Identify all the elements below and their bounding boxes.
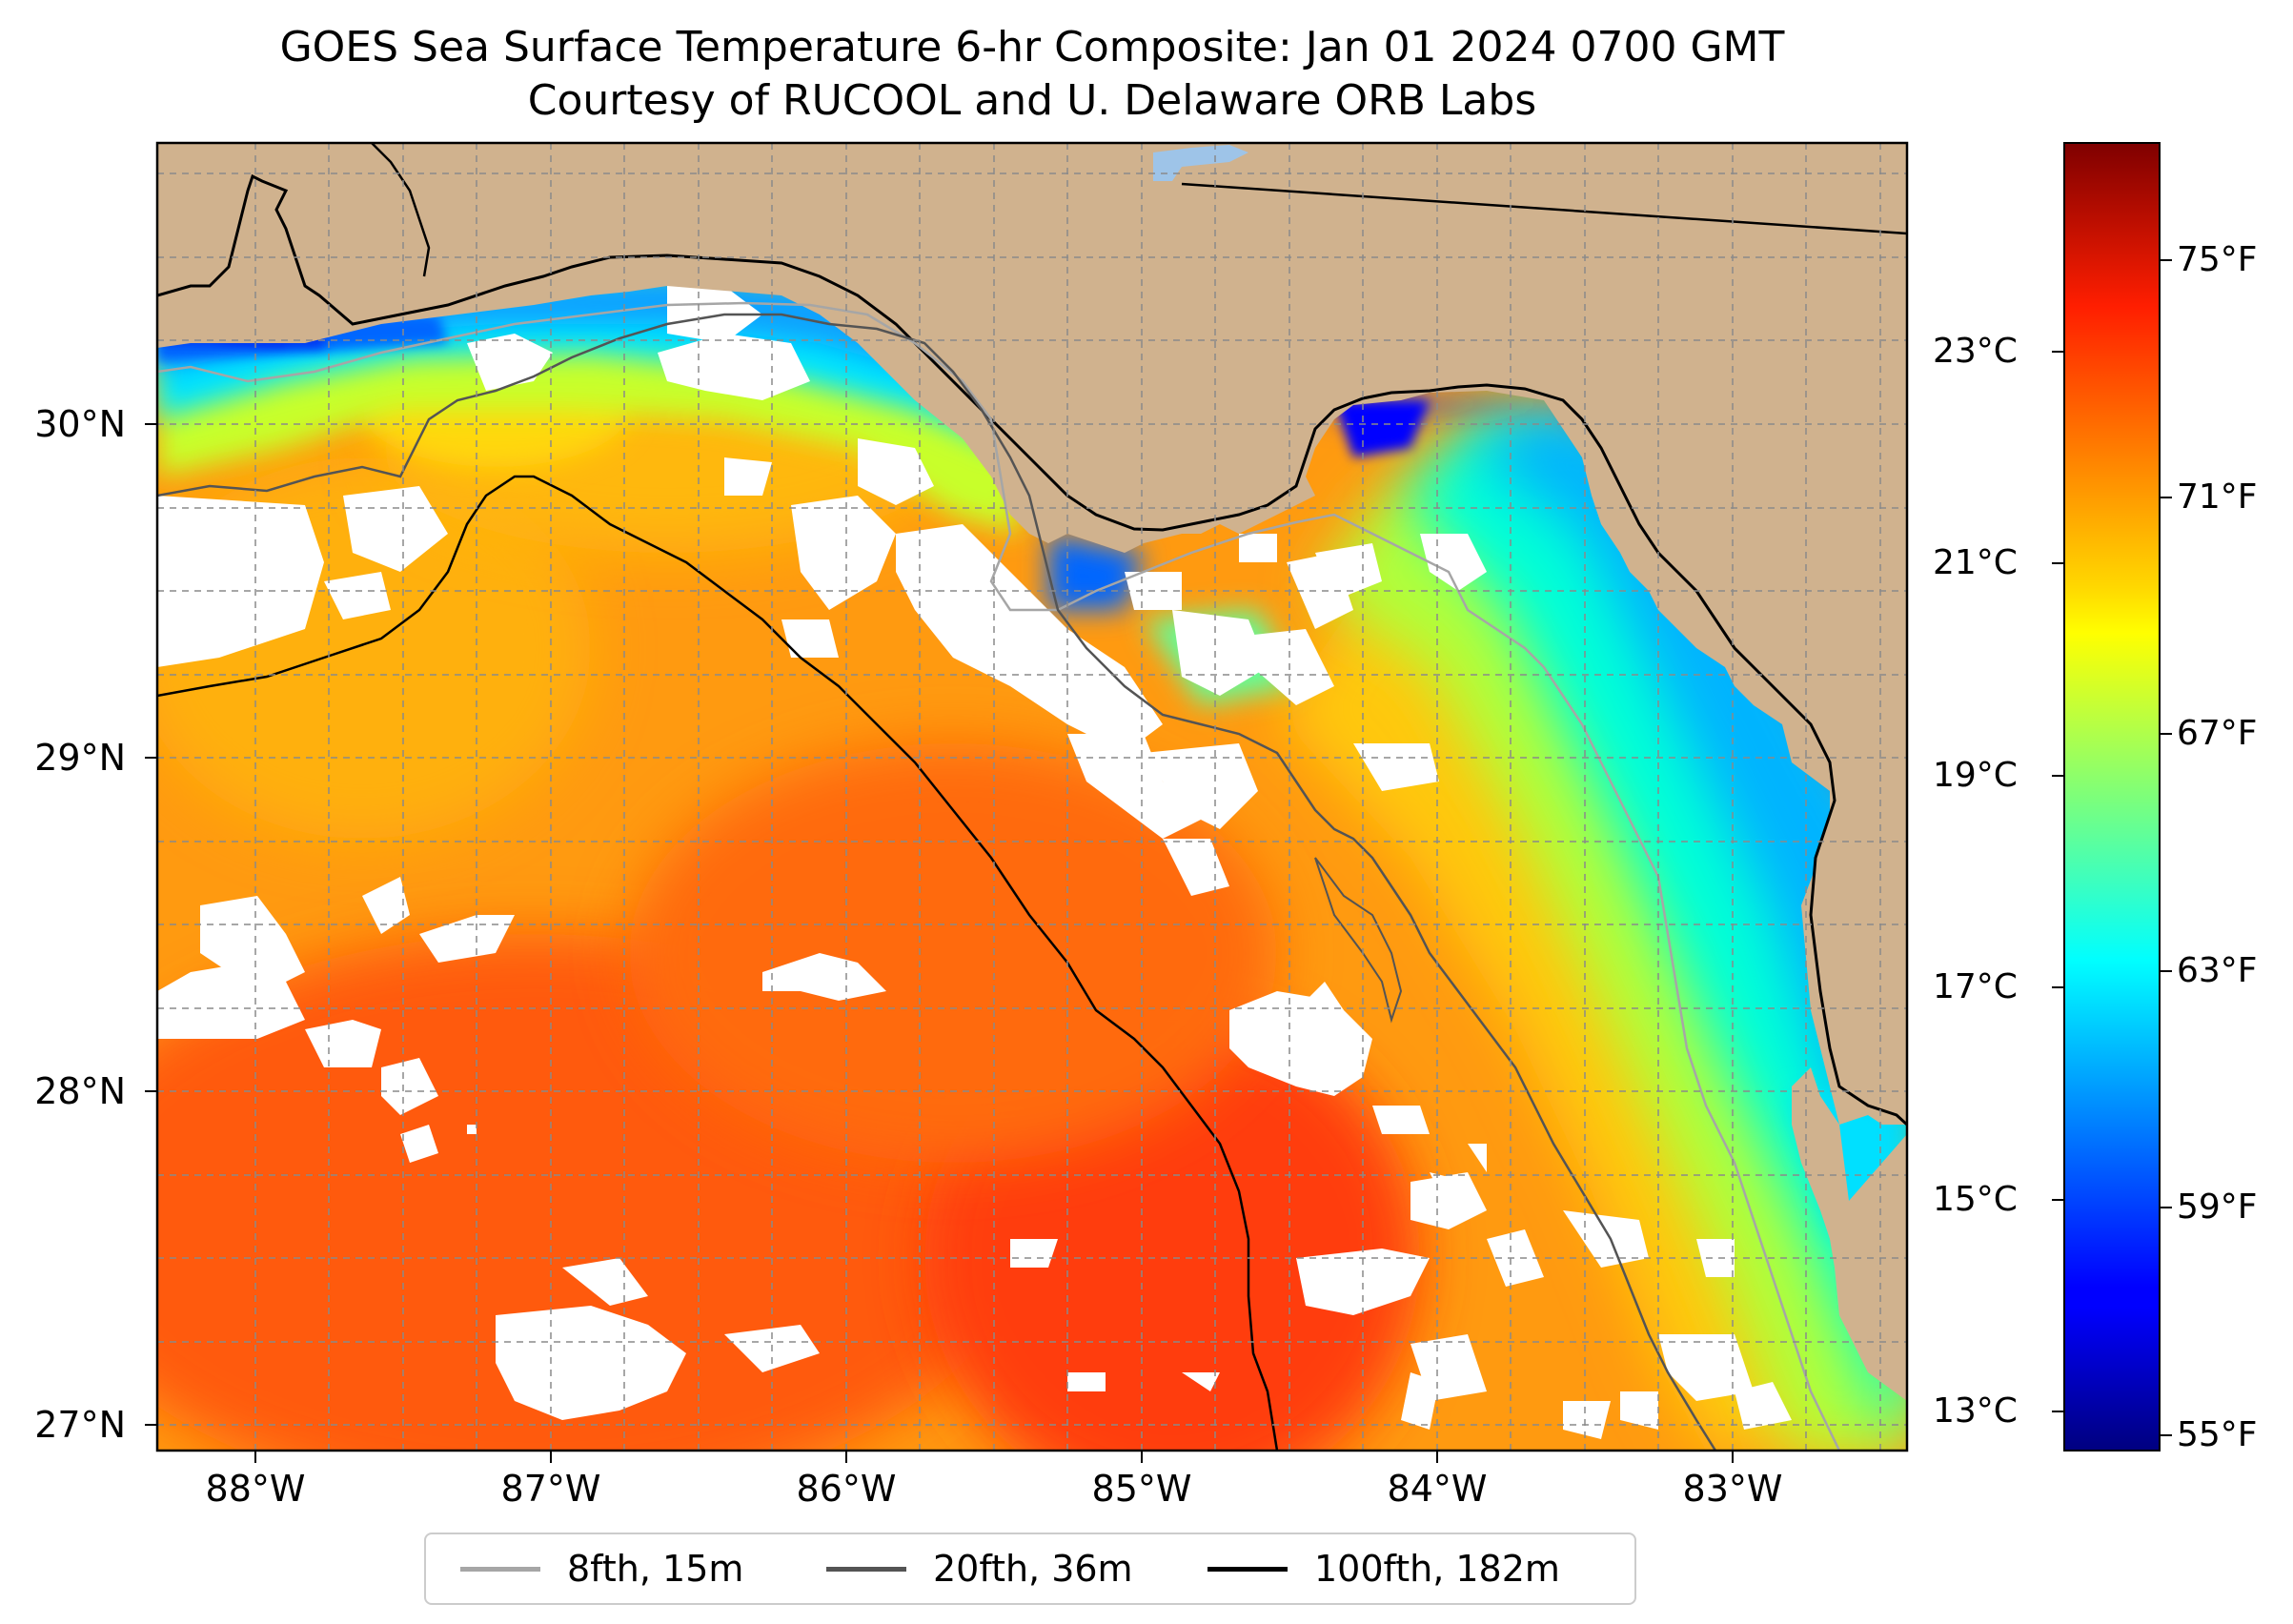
map-title: GOES Sea Surface Temperature 6-hr Compos… — [279, 23, 1785, 71]
isobath-legend: 8fth, 15m 20fth, 36m 100fth, 182m — [424, 1533, 1636, 1605]
lat-label-30n: 30°N — [34, 403, 126, 445]
land — [157, 143, 1907, 1451]
colorbar-label-23c: 23°C — [1933, 332, 2018, 371]
coastline — [157, 173, 1907, 1127]
isobath-100fth — [157, 475, 1279, 1451]
inland-lake — [1153, 145, 1248, 181]
colorbar-label-19c: 19°C — [1933, 756, 2018, 795]
colorbar-label-15c: 15°C — [1933, 1180, 2018, 1219]
lat-label-28n: 28°N — [34, 1070, 126, 1112]
legend-label-100fth: 100fth, 182m — [1314, 1548, 1560, 1590]
lon-label-87w: 87°W — [500, 1468, 601, 1510]
colorbar — [2063, 142, 2161, 1451]
colorbar-label-59f: 59°F — [2177, 1188, 2258, 1227]
legend-swatch-100fth — [1207, 1566, 1288, 1572]
legend-item-100fth: 100fth, 182m — [1207, 1534, 1560, 1603]
isobath-8fth — [157, 301, 1841, 1451]
isobath-20fth — [157, 313, 1717, 1451]
isobath-20fth-shoal — [1314, 857, 1403, 1024]
colorbar-label-75f: 75°F — [2177, 240, 2258, 279]
plot-frame — [155, 141, 1909, 1452]
lon-label-84w: 84°W — [1387, 1468, 1488, 1510]
legend-swatch-20fth — [826, 1566, 906, 1572]
colorbar-label-63f: 63°F — [2177, 951, 2258, 990]
colorbar-label-71f: 71°F — [2177, 477, 2258, 517]
lat-label-27n: 27°N — [34, 1404, 126, 1446]
lon-label-86w: 86°W — [796, 1468, 897, 1510]
colorbar-label-17c: 17°C — [1933, 967, 2018, 1006]
axis-ticks — [145, 423, 1734, 1463]
map-subtitle: Courtesy of RUCOOL and U. Delaware ORB L… — [527, 76, 1537, 125]
legend-item-8fth: 8fth, 15m — [460, 1534, 743, 1603]
colorbar-label-21c: 21°C — [1933, 543, 2018, 582]
lat-label-29n: 29°N — [34, 737, 126, 779]
state-border-west — [371, 143, 431, 277]
colorbar-label-67f: 67°F — [2177, 714, 2258, 753]
legend-label-20fth: 20fth, 36m — [933, 1548, 1133, 1590]
colorbar-ticks — [2052, 259, 2172, 1436]
map-plot-area — [157, 143, 1907, 1451]
colorbar-label-55f: 55°F — [2177, 1415, 2258, 1454]
lon-label-83w: 83°W — [1682, 1468, 1783, 1510]
legend-item-20fth: 20fth, 36m — [826, 1534, 1133, 1603]
lon-label-85w: 85°W — [1091, 1468, 1192, 1510]
legend-swatch-8fth — [460, 1566, 540, 1572]
state-border-north — [1181, 182, 1907, 235]
lon-label-88w: 88°W — [205, 1468, 306, 1510]
colorbar-label-13c: 13°C — [1933, 1391, 2018, 1431]
grid — [157, 143, 1907, 1451]
legend-label-8fth: 8fth, 15m — [567, 1548, 744, 1590]
